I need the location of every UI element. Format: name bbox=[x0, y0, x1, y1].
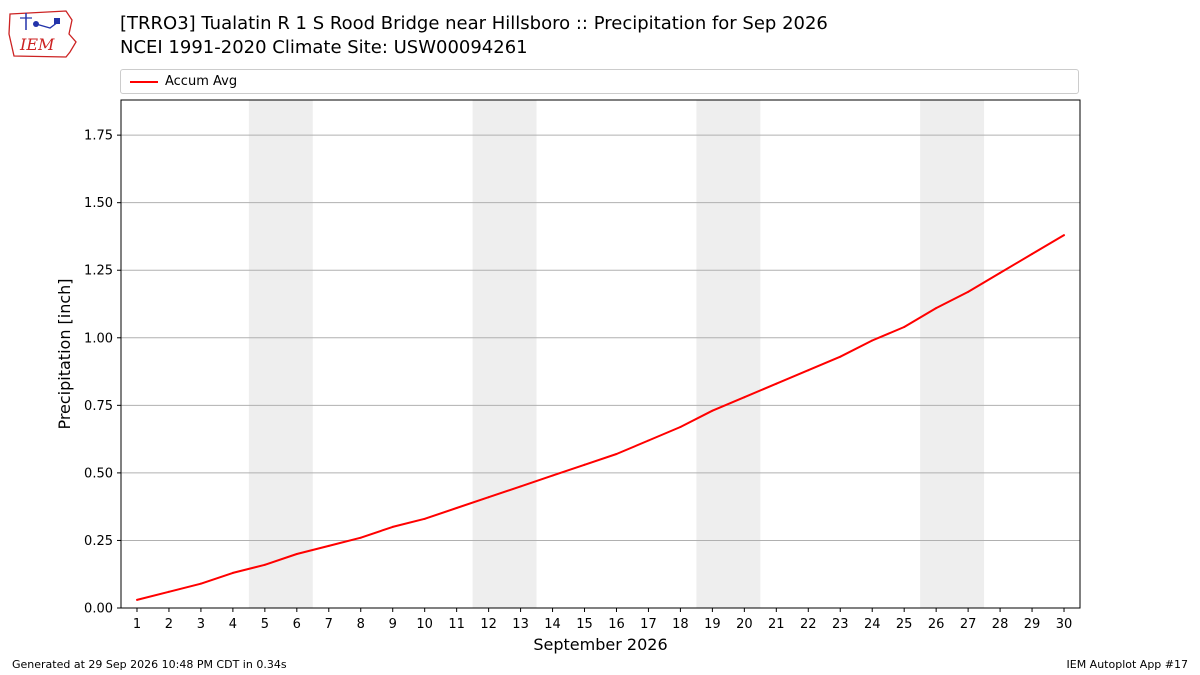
weekend-band-1 bbox=[248, 100, 313, 608]
x-tick-label-21: 21 bbox=[768, 617, 785, 632]
y-tick-label-0.00: 0.00 bbox=[84, 602, 113, 617]
data-point-day-21 bbox=[775, 382, 778, 385]
app-credit: IEM Autoplot App #17 bbox=[1066, 658, 1189, 671]
legend-swatch-accum-avg bbox=[130, 81, 158, 83]
x-tick-label-28: 28 bbox=[992, 617, 1009, 632]
data-point-day-25 bbox=[903, 325, 906, 328]
data-point-day-9 bbox=[391, 525, 394, 528]
x-tick-label-23: 23 bbox=[832, 617, 849, 632]
weekend-band-4 bbox=[920, 100, 985, 608]
data-point-day-22 bbox=[807, 369, 810, 372]
data-point-day-26 bbox=[935, 307, 938, 310]
logo-text: IEM bbox=[19, 35, 55, 54]
data-point-day-12 bbox=[487, 496, 490, 499]
data-point-day-3 bbox=[199, 582, 202, 585]
data-point-day-18 bbox=[679, 425, 682, 428]
data-point-day-17 bbox=[647, 439, 650, 442]
data-point-day-8 bbox=[359, 536, 362, 539]
generated-timestamp: Generated at 29 Sep 2026 10:48 PM CDT in… bbox=[12, 658, 287, 671]
x-tick-label-4: 4 bbox=[229, 617, 237, 632]
x-tick-label-8: 8 bbox=[357, 617, 365, 632]
data-point-day-2 bbox=[167, 590, 170, 593]
x-tick-label-15: 15 bbox=[576, 617, 593, 632]
x-tick-label-12: 12 bbox=[480, 617, 497, 632]
x-tick-label-17: 17 bbox=[640, 617, 657, 632]
data-point-day-28 bbox=[999, 271, 1002, 274]
x-tick-label-7: 7 bbox=[325, 617, 333, 632]
weekend-band-2 bbox=[472, 100, 537, 608]
data-point-day-6 bbox=[295, 552, 298, 555]
y-tick-label-1.75: 1.75 bbox=[84, 129, 113, 144]
data-point-day-13 bbox=[519, 485, 522, 488]
legend-label-accum-avg: Accum Avg bbox=[165, 74, 238, 89]
x-tick-label-24: 24 bbox=[864, 617, 881, 632]
y-tick-label-0.75: 0.75 bbox=[84, 399, 113, 414]
x-tick-label-2: 2 bbox=[165, 617, 173, 632]
x-tick-label-27: 27 bbox=[960, 617, 977, 632]
series-line-accum-avg bbox=[136, 234, 1065, 601]
chart-title: [TRRO3] Tualatin R 1 S Rood Bridge near … bbox=[120, 13, 828, 34]
x-tick-label-10: 10 bbox=[416, 617, 433, 632]
data-point-day-16 bbox=[615, 452, 618, 455]
data-point-day-24 bbox=[871, 339, 874, 342]
x-tick-label-30: 30 bbox=[1056, 617, 1073, 632]
data-point-day-4 bbox=[231, 571, 234, 574]
weekend-band-3 bbox=[696, 100, 761, 608]
data-point-day-11 bbox=[455, 507, 458, 510]
y-tick-label-0.50: 0.50 bbox=[84, 466, 113, 481]
x-tick-label-26: 26 bbox=[928, 617, 945, 632]
x-tick-label-25: 25 bbox=[896, 617, 913, 632]
x-tick-label-5: 5 bbox=[261, 617, 269, 632]
y-tick-label-1.25: 1.25 bbox=[84, 264, 113, 279]
x-tick-label-20: 20 bbox=[736, 617, 753, 632]
x-tick-label-11: 11 bbox=[448, 617, 465, 632]
x-tick-label-29: 29 bbox=[1024, 617, 1041, 632]
data-point-day-20 bbox=[743, 396, 746, 399]
data-point-day-23 bbox=[839, 355, 842, 358]
data-point-day-15 bbox=[583, 463, 586, 466]
x-tick-label-22: 22 bbox=[800, 617, 817, 632]
y-tick-label-1.00: 1.00 bbox=[84, 331, 113, 346]
y-tick-label-0.25: 0.25 bbox=[84, 534, 113, 549]
x-tick-label-19: 19 bbox=[704, 617, 721, 632]
x-tick-label-14: 14 bbox=[544, 617, 561, 632]
x-tick-label-13: 13 bbox=[512, 617, 529, 632]
data-point-day-1 bbox=[135, 598, 138, 601]
data-point-day-19 bbox=[711, 409, 714, 412]
y-tick-label-1.50: 1.50 bbox=[84, 196, 113, 211]
x-tick-label-9: 9 bbox=[389, 617, 397, 632]
x-tick-label-1: 1 bbox=[133, 617, 141, 632]
chart-subtitle: NCEI 1991-2020 Climate Site: USW00094261 bbox=[120, 37, 528, 58]
data-point-day-30 bbox=[1063, 234, 1066, 237]
data-point-day-7 bbox=[327, 544, 330, 547]
legend: Accum Avg bbox=[120, 69, 1079, 94]
plot-area-frame bbox=[120, 99, 1081, 609]
y-axis-label: Precipitation [inch] bbox=[55, 278, 74, 429]
x-tick-label-16: 16 bbox=[608, 617, 625, 632]
data-point-day-10 bbox=[423, 517, 426, 520]
data-point-day-5 bbox=[263, 563, 266, 566]
data-point-day-14 bbox=[551, 474, 554, 477]
data-point-day-29 bbox=[1031, 253, 1034, 256]
x-tick-label-3: 3 bbox=[197, 617, 205, 632]
x-tick-label-18: 18 bbox=[672, 617, 689, 632]
x-tick-label-6: 6 bbox=[293, 617, 301, 632]
iem-logo: IEM bbox=[8, 10, 77, 58]
x-axis-label: September 2026 bbox=[533, 635, 667, 654]
data-point-day-27 bbox=[967, 290, 970, 293]
